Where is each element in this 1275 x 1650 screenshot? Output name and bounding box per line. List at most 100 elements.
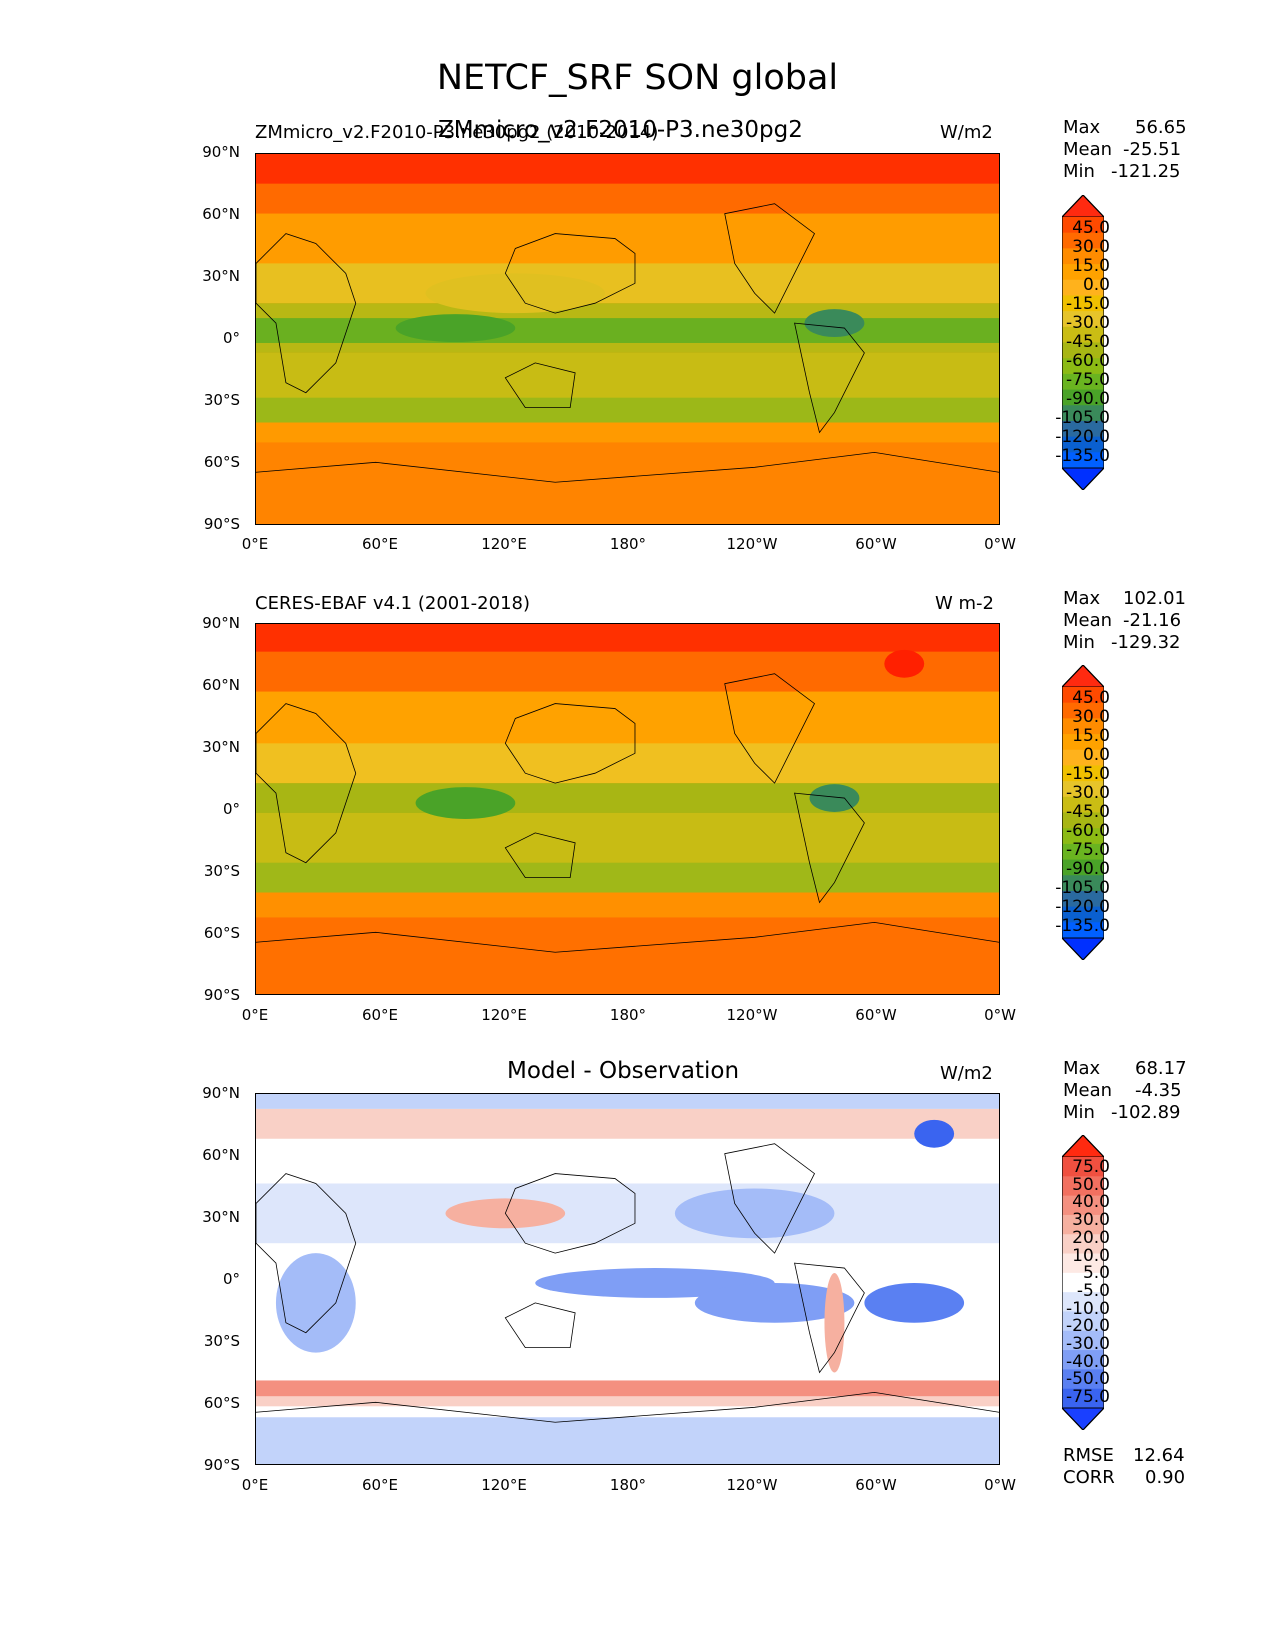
panel3-lon-tick: 120°E (481, 1476, 527, 1494)
colorbar-segment (1062, 342, 1104, 359)
colorbar-tick-label: 30.0 (1072, 707, 1110, 727)
panel3-lon-tick: 120°W (726, 1476, 778, 1494)
panel3-map (255, 1093, 1000, 1465)
panel1-lon-tick: 60°E (361, 535, 399, 553)
panel2-max-label: Max (1063, 588, 1101, 609)
colorbar-tick-label: -120.0 (1055, 427, 1110, 447)
colorbar-segment (1062, 373, 1104, 391)
panel2-lon-tick: 180° (609, 1006, 647, 1024)
panel2-min-label: Min (1063, 632, 1095, 653)
panel3-lon-tick: 0°E (241, 1476, 269, 1494)
panel3-min-label: Min (1063, 1102, 1095, 1123)
panel1-lat-tick: 0° (222, 329, 240, 347)
colorbar-segment (1062, 311, 1104, 328)
panel1-units: W/m2 (940, 122, 993, 143)
colorbar-tick-label: 0.0 (1082, 745, 1110, 765)
colorbar-segment (1062, 452, 1104, 469)
colorbar-tick-label: 40.0 (1072, 1192, 1110, 1213)
panel3-corr-label: CORR (1063, 1467, 1115, 1488)
panel2-max-value: 102.01 (1123, 588, 1186, 609)
colorbar-tick-label: -135.0 (1055, 916, 1110, 936)
panel1-lat-tick: 30°S (203, 391, 240, 409)
panel3-lon-tick: 60°E (361, 1476, 399, 1494)
panel3-lat-tick: 30°N (202, 1208, 240, 1226)
colorbar-segment (1062, 1253, 1104, 1274)
colorbar-tick-label: -75.0 (1066, 370, 1110, 390)
colorbar-segment (1062, 1272, 1104, 1293)
panel2-mean-value: -21.16 (1123, 610, 1182, 631)
panel2-lon-tick: 120°W (726, 1006, 778, 1024)
colorbar-tick-label: -30.0 (1066, 313, 1110, 333)
panel3-rmse-value: 12.64 (1133, 1445, 1185, 1466)
colorbar-tick-label: -15.0 (1066, 294, 1110, 314)
panel1-max-value: 56.65 (1135, 117, 1187, 138)
colorbar-segment (1062, 1330, 1104, 1351)
colorbar-extend-max (1062, 195, 1104, 218)
panel1-lon-tick: 180° (609, 535, 647, 553)
panel1-lat-tick: 90°N (202, 143, 240, 161)
colorbar-segment (1062, 702, 1104, 719)
panel3-lon-tick: 60°W (855, 1476, 897, 1494)
panel3-lat-tick: 60°S (203, 1394, 240, 1412)
panel2-lat-tick: 30°N (202, 738, 240, 756)
colorbar-tick-label: -60.0 (1066, 821, 1110, 841)
panel2-lat-tick: 60°N (202, 676, 240, 694)
colorbar-tick-label: -105.0 (1055, 408, 1110, 428)
colorbar-extend-max (1062, 665, 1104, 688)
panel2-field (256, 624, 999, 994)
panel2-map (255, 623, 1000, 995)
colorbar-segment (1062, 1350, 1104, 1370)
panel3-max-label: Max (1063, 1058, 1101, 1079)
panel3-lat-tick: 30°S (203, 1332, 240, 1350)
colorbar-segment (1062, 843, 1104, 861)
panel3-mean-value: -4.35 (1135, 1080, 1182, 1101)
colorbar-segment (1062, 295, 1104, 312)
colorbar-tick-label: -75.0 (1066, 1387, 1110, 1408)
colorbar-tick-label: -45.0 (1066, 802, 1110, 822)
panel2-lat-tick: 0° (222, 800, 240, 818)
colorbar-tick-label: 30.0 (1072, 237, 1110, 257)
panel2-lat-tick: 60°S (203, 924, 240, 942)
colorbar-tick-label: 50.0 (1072, 1174, 1110, 1195)
colorbar-tick-label: -90.0 (1066, 389, 1110, 409)
panel2-mean-label: Mean (1063, 610, 1113, 631)
colorbar-segment (1062, 765, 1104, 782)
colorbar-tick-label: 20.0 (1072, 1227, 1110, 1248)
colorbar-segment (1062, 405, 1104, 422)
panel1-mean-value: -25.51 (1123, 139, 1182, 160)
figure-title: NETCF_SRF SON global (436, 58, 839, 98)
colorbar-segment (1062, 922, 1104, 939)
panel2-left-title: CERES-EBAF v4.1 (2001-2018) (255, 593, 531, 614)
panel2-lon-tick: 120°E (481, 1006, 527, 1024)
colorbar-segment (1062, 217, 1104, 234)
panel1-min-value: -121.25 (1111, 161, 1181, 182)
colorbar-segment (1062, 1195, 1104, 1216)
panel1-lon-tick: 0°E (241, 535, 269, 553)
colorbar-segment (1062, 248, 1104, 265)
colorbar-segment (1062, 1311, 1104, 1332)
panel2-lon-tick: 60°E (361, 1006, 399, 1024)
panel3-min-value: -102.89 (1111, 1102, 1181, 1123)
colorbar-segment (1062, 906, 1104, 923)
panel1-center-title: ZMmicro_v2.F2010-P3.ne30pg2 (438, 117, 803, 143)
colorbar-segment (1062, 781, 1104, 798)
colorbar-tick-label: -60.0 (1066, 351, 1110, 371)
panel1-lat-tick: 60°N (202, 205, 240, 223)
colorbar-segment (1062, 232, 1104, 249)
colorbar-segment (1062, 1176, 1104, 1197)
panel3-lon-tick: 180° (609, 1476, 647, 1494)
panel1-lon-tick: 120°W (726, 535, 778, 553)
panel3-rmse-label: RMSE (1063, 1445, 1114, 1466)
panel1-lat-tick: 60°S (203, 453, 240, 471)
colorbar-segment (1062, 875, 1104, 892)
panel1-lat-tick: 90°S (203, 515, 240, 533)
panel1-map (255, 153, 1000, 525)
colorbar-segment (1062, 812, 1104, 829)
panel2-lat-tick: 90°S (203, 986, 240, 1004)
colorbar-segment (1062, 279, 1104, 296)
colorbar-tick-label: 0.0 (1082, 275, 1110, 295)
colorbar-tick-label: 75.0 (1072, 1157, 1110, 1177)
colorbar-tick-label: -90.0 (1066, 859, 1110, 879)
colorbar-segment (1062, 264, 1104, 281)
colorbar-segment (1062, 859, 1104, 876)
